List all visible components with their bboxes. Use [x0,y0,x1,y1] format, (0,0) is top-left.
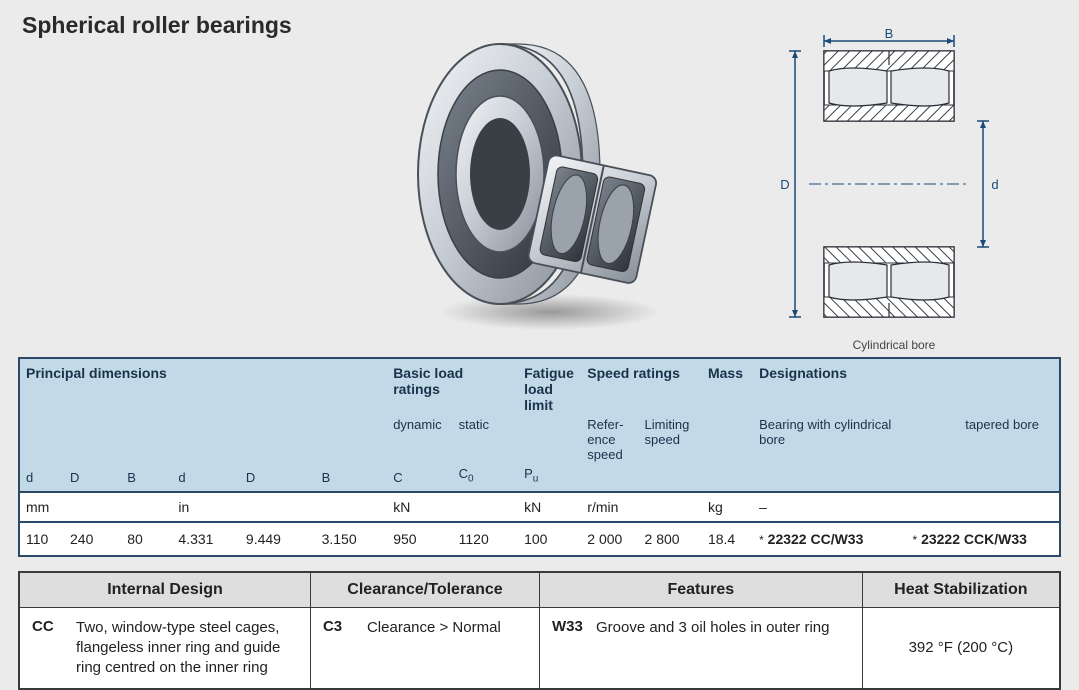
feat-internal-desc: Two, window-type steel cages, flangeless… [76,618,298,679]
bearing-3d-illustration [400,34,690,339]
feat-features-code: W33 [552,618,586,635]
val-B-in: 3.150 [316,522,388,556]
hdr-speed: Speed ratings [581,358,702,417]
unit-mm: mm [19,492,172,522]
val-desig2: * 23222 CCK/W33 [907,522,1060,556]
unit-kN2: kN [518,492,581,522]
hdr-basicload: Basic load ratings [387,358,518,417]
feat-hdr-internal: Internal Design [19,572,310,608]
feat-heat-value: 392 °F (200 °C) [909,639,1014,656]
val-Pu: 100 [518,522,581,556]
col-Pu: Pu [518,462,581,492]
hdr-principal: Principal dimensions [19,358,387,417]
feat-clearance-code: C3 [323,618,357,635]
svg-text:D: D [780,177,789,192]
svg-text:d: d [991,177,998,192]
unit-in: in [172,492,387,522]
col-d-in: d [172,462,240,492]
val-C: 950 [387,522,452,556]
col-C0: C0 [453,462,518,492]
val-D-mm: 240 [64,522,121,556]
hdr-refspeed: Refer-ence speed [581,417,638,462]
feat-internal-cell: CC Two, window-type steel cages, flangel… [19,607,310,689]
hdr-static: static [453,417,518,462]
hdr-desig-taper: tapered bore [907,417,1060,462]
feat-clearance-cell: C3 Clearance > Normal [310,607,539,689]
feat-features-desc: Groove and 3 oil holes in outer ring [596,618,829,638]
unit-rpm: r/min [581,492,702,522]
hdr-desig: Designations [753,358,1060,417]
hero-area: B D d [0,39,1079,357]
svg-text:B: B [885,29,894,41]
col-D-mm: D [64,462,121,492]
hdr-limspeed: Limiting speed [639,417,702,462]
val-lim: 2 800 [639,522,702,556]
val-C0: 1120 [453,522,518,556]
feat-hdr-clearance: Clearance/Tolerance [310,572,539,608]
col-B-in: B [316,462,388,492]
val-D-in: 9.449 [240,522,316,556]
val-d-mm: 110 [19,522,64,556]
feat-heat-cell: 392 °F (200 °C) [862,607,1060,689]
feat-features-cell: W33 Groove and 3 oil holes in outer ring [539,607,862,689]
unit-kg: kg [702,492,753,522]
hdr-fatigue: Fatigue load limit [518,358,581,417]
col-d-mm: d [19,462,64,492]
unit-kN: kN [387,492,518,522]
units-row: mm in kN kN r/min kg – [19,492,1060,522]
hdr-desig-cyl: Bearing with cylindrical bore [753,417,906,462]
feat-hdr-features: Features [539,572,862,608]
hdr-mass: Mass [702,358,753,417]
val-d-in: 4.331 [172,522,240,556]
feat-clearance-desc: Clearance > Normal [367,618,501,638]
val-ref: 2 000 [581,522,638,556]
data-row: 110 240 80 4.331 9.449 3.150 950 1120 10… [19,522,1060,556]
val-B-mm: 80 [121,522,172,556]
val-mass: 18.4 [702,522,753,556]
bearing-2d-diagram: B D d [769,29,1019,352]
col-D-in: D [240,462,316,492]
col-B-mm: B [121,462,172,492]
feature-table: Internal Design Clearance/Tolerance Feat… [18,571,1061,690]
hdr-dynamic: dynamic [387,417,452,462]
val-desig1: * 22322 CC/W33 [753,522,906,556]
feat-internal-code: CC [32,618,66,635]
spec-table: Principal dimensions Basic load ratings … [18,357,1061,557]
feat-hdr-heat: Heat Stabilization [862,572,1060,608]
unit-dash: – [753,492,1060,522]
diagram-caption: Cylindrical bore [769,338,1019,352]
col-C: C [387,462,452,492]
